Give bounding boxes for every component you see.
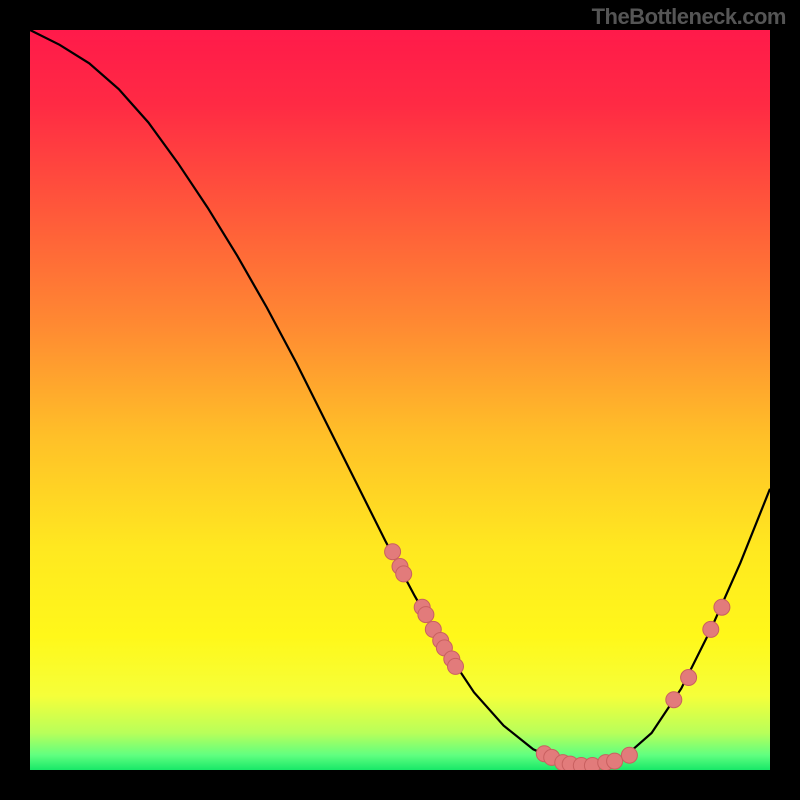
data-point: [681, 670, 697, 686]
data-point: [714, 599, 730, 615]
plot-area: [30, 30, 770, 770]
chart-svg: [30, 30, 770, 770]
chart-container: TheBottleneck.com: [0, 0, 800, 800]
data-point: [666, 692, 682, 708]
gradient-background: [30, 30, 770, 770]
data-point: [418, 607, 434, 623]
data-point: [385, 544, 401, 560]
data-point: [703, 621, 719, 637]
data-point: [607, 753, 623, 769]
data-point: [448, 658, 464, 674]
data-point: [396, 566, 412, 582]
watermark-text: TheBottleneck.com: [592, 4, 786, 30]
data-point: [621, 747, 637, 763]
